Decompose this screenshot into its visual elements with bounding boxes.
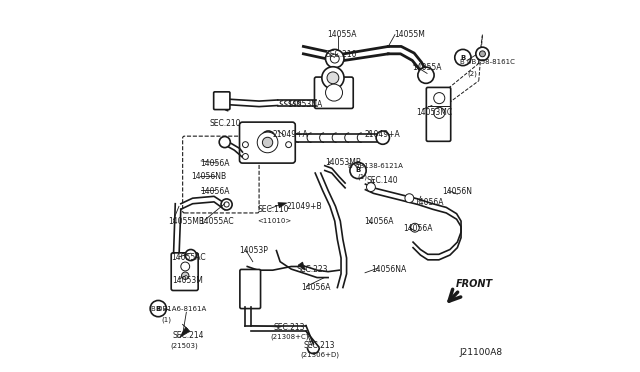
Text: B 0B138-6121A: B 0B138-6121A: [348, 163, 403, 169]
Polygon shape: [298, 262, 305, 270]
Text: B: B: [355, 167, 361, 173]
Text: 14056N: 14056N: [443, 187, 472, 196]
Circle shape: [434, 108, 445, 118]
Circle shape: [243, 154, 248, 160]
Circle shape: [326, 49, 344, 68]
Text: SEC.210: SEC.210: [209, 119, 241, 128]
Circle shape: [185, 250, 196, 260]
Text: 21049+A: 21049+A: [364, 130, 400, 139]
Circle shape: [322, 67, 344, 89]
Text: <11010>: <11010>: [257, 218, 291, 224]
Text: 21049+B: 21049+B: [287, 202, 323, 211]
FancyBboxPatch shape: [172, 253, 198, 291]
Circle shape: [326, 84, 342, 101]
Text: 14056NB: 14056NB: [191, 172, 227, 181]
Text: B 0B158-8161C: B 0B158-8161C: [460, 59, 515, 65]
Text: SEC.210: SEC.210: [326, 51, 357, 60]
Text: SEC.213: SEC.213: [303, 341, 335, 350]
Text: 14055M: 14055M: [394, 30, 425, 39]
Text: SEC.140: SEC.140: [366, 176, 398, 185]
Text: SEC.214: SEC.214: [172, 331, 204, 340]
Text: B: B: [460, 55, 465, 61]
Text: B 0B1A6-8161A: B 0B1A6-8161A: [151, 305, 206, 312]
Text: 21049+A: 21049+A: [272, 130, 308, 139]
Circle shape: [476, 47, 489, 61]
Circle shape: [367, 183, 376, 192]
Circle shape: [262, 137, 273, 148]
FancyBboxPatch shape: [426, 87, 451, 141]
Text: 14053NA: 14053NA: [287, 100, 322, 109]
Text: 14053P: 14053P: [239, 246, 268, 255]
Circle shape: [405, 194, 414, 203]
FancyBboxPatch shape: [239, 122, 295, 163]
Circle shape: [455, 49, 471, 65]
Text: 14055A: 14055A: [412, 63, 442, 72]
Text: 14055MB: 14055MB: [168, 217, 205, 225]
Circle shape: [410, 223, 419, 232]
Circle shape: [350, 162, 366, 179]
FancyBboxPatch shape: [314, 77, 353, 109]
Polygon shape: [278, 203, 287, 208]
Text: 14056A: 14056A: [301, 283, 331, 292]
Text: 14056A: 14056A: [200, 159, 230, 169]
Text: 14055AC: 14055AC: [171, 253, 205, 263]
Circle shape: [479, 51, 485, 57]
Text: 14055AC: 14055AC: [199, 217, 234, 225]
Text: FRONT: FRONT: [456, 279, 493, 289]
Text: (1): (1): [161, 317, 172, 323]
Text: SEC.223: SEC.223: [296, 264, 328, 273]
Text: (21306+D): (21306+D): [301, 351, 340, 357]
Circle shape: [327, 72, 339, 84]
Text: 14053MC: 14053MC: [416, 108, 452, 117]
Text: 14056A: 14056A: [414, 198, 444, 207]
Text: 14056A: 14056A: [403, 224, 433, 233]
Polygon shape: [180, 327, 190, 337]
Text: (21308+C): (21308+C): [270, 333, 308, 340]
Text: 14053MB: 14053MB: [326, 157, 362, 167]
Circle shape: [330, 54, 339, 63]
Circle shape: [182, 272, 189, 279]
Circle shape: [257, 132, 278, 153]
Circle shape: [434, 93, 445, 104]
FancyBboxPatch shape: [240, 269, 260, 309]
Text: 14056A: 14056A: [200, 187, 230, 196]
Circle shape: [150, 301, 166, 317]
Circle shape: [418, 67, 434, 83]
Circle shape: [376, 131, 389, 144]
Text: 14053M: 14053M: [172, 276, 203, 285]
Text: (21503): (21503): [170, 342, 198, 349]
Text: (1): (1): [357, 173, 367, 180]
Text: (2): (2): [468, 70, 477, 77]
Text: J21100A8: J21100A8: [460, 349, 502, 357]
Text: SEC.110: SEC.110: [257, 205, 289, 215]
Circle shape: [285, 142, 292, 148]
Circle shape: [262, 131, 275, 144]
Text: 14056NA: 14056NA: [372, 264, 407, 273]
Circle shape: [181, 262, 189, 271]
Text: SEC.213: SEC.213: [274, 323, 305, 331]
Circle shape: [220, 137, 230, 148]
Text: B: B: [156, 305, 161, 312]
Circle shape: [221, 199, 232, 210]
Circle shape: [224, 202, 229, 207]
Text: 14055A: 14055A: [328, 30, 357, 39]
Text: 14056A: 14056A: [364, 217, 394, 225]
FancyBboxPatch shape: [214, 92, 230, 110]
Circle shape: [243, 142, 248, 148]
